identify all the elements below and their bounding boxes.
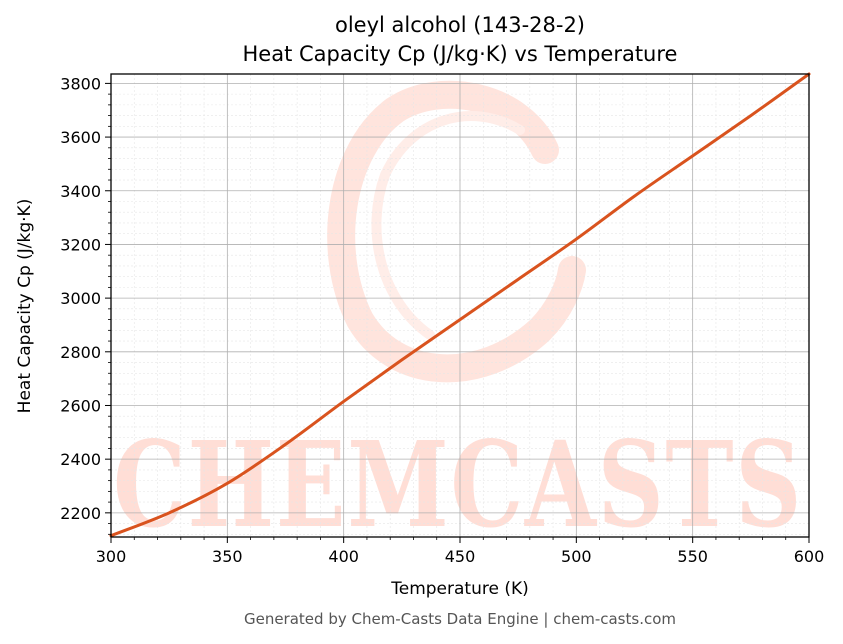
y-axis-label: Heat Capacity Cp (J/kg·K) — [15, 199, 35, 414]
y-tick-labels: 2200 2400 2600 2800 3000 3200 3400 3600 3800 — [60, 74, 101, 522]
x-tick-label: 550 — [677, 547, 708, 566]
x-tick-label: 450 — [445, 547, 476, 566]
watermark-swirl — [327, 80, 586, 383]
y-tick-label: 3400 — [60, 182, 101, 201]
chart-title: oleyl alcohol (143-28-2) — [335, 13, 585, 37]
y-tick-label: 3200 — [60, 235, 101, 254]
series-layer — [109, 72, 811, 538]
y-tick-label: 3000 — [60, 289, 101, 308]
plot-area: CHEMCASTS — [109, 72, 811, 554]
y-tick-label: 2400 — [60, 450, 101, 469]
y-tick-label: 2200 — [60, 504, 101, 523]
series-line — [109, 72, 811, 538]
y-tick-label: 2800 — [60, 343, 101, 362]
y-tick-label: 2600 — [60, 396, 101, 415]
y-tick-label: 3800 — [60, 74, 101, 93]
footer-credit: Generated by Chem-Casts Data Engine | ch… — [244, 610, 676, 628]
x-tick-label: 500 — [561, 547, 592, 566]
watermark-swirl-inner — [371, 111, 525, 340]
x-axis-label: Temperature (K) — [390, 579, 529, 599]
axis-ticks — [105, 82, 810, 543]
x-tick-labels: 300 350 400 450 500 550 600 — [96, 547, 825, 566]
chart-subtitle: Heat Capacity Cp (J/kg·K) vs Temperature — [243, 42, 678, 66]
x-tick-label: 400 — [328, 547, 359, 566]
x-tick-label: 600 — [794, 547, 825, 566]
x-tick-label: 300 — [96, 547, 127, 566]
watermark-text: CHEMCASTS — [113, 415, 803, 554]
x-tick-label: 350 — [212, 547, 243, 566]
y-tick-label: 3600 — [60, 128, 101, 147]
